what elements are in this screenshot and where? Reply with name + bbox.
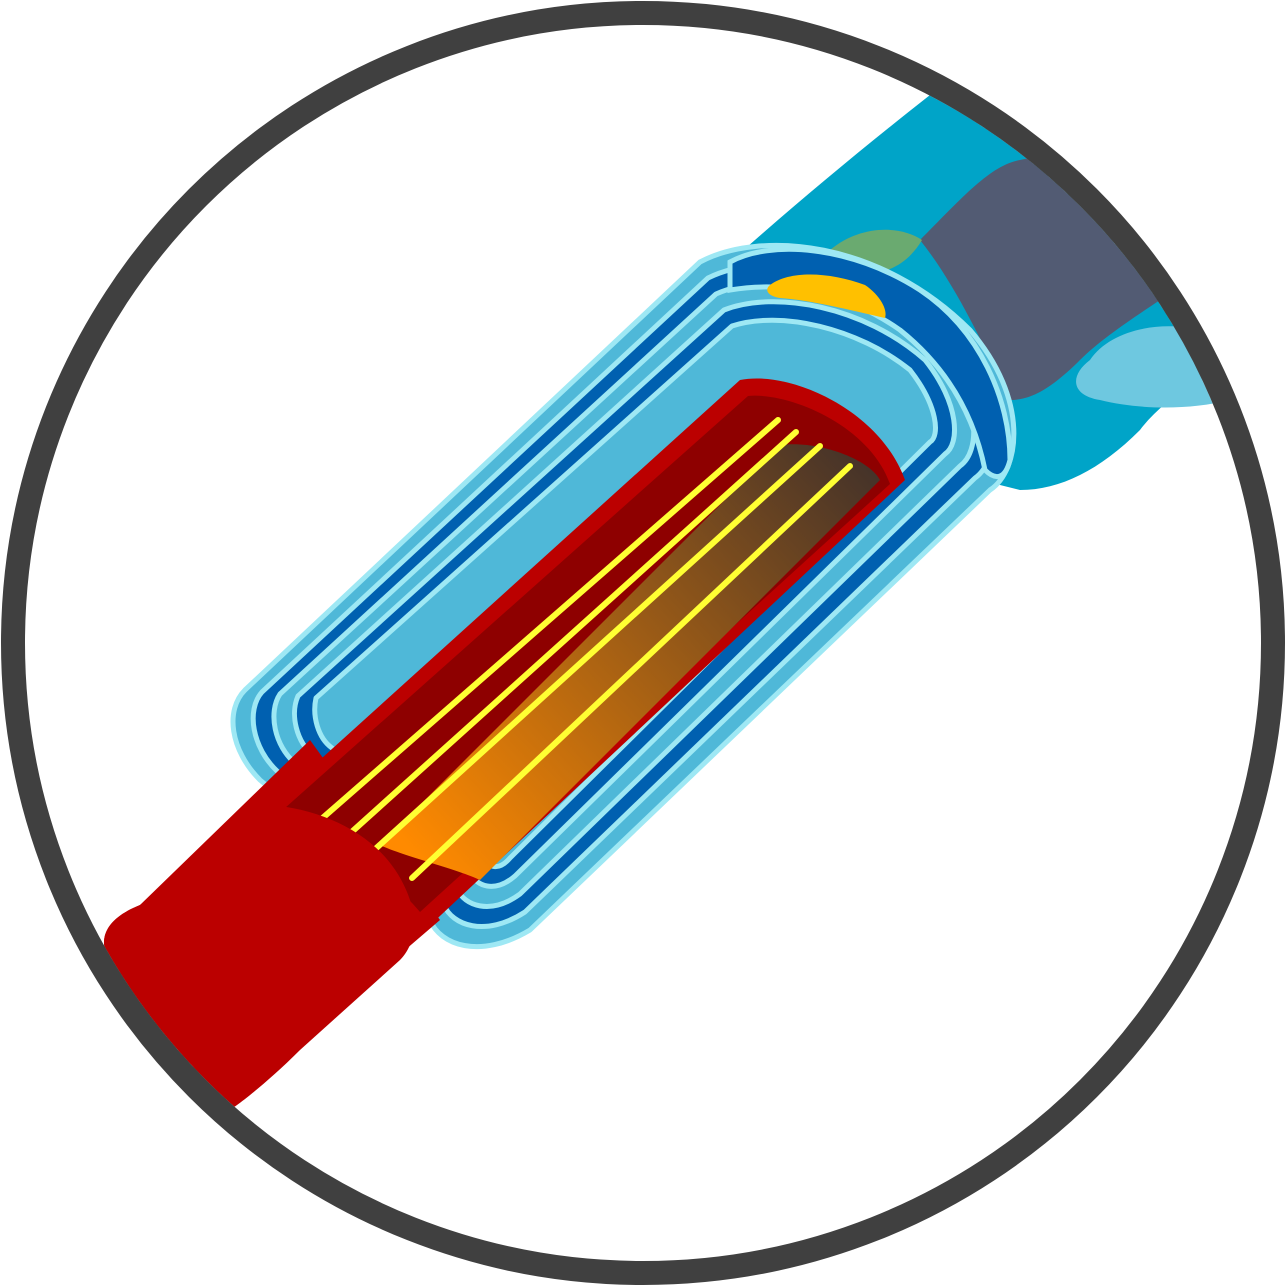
- axon-cap: [104, 805, 415, 1110]
- neurofilament-4: [409, 463, 853, 881]
- neurofilament-3: [369, 443, 823, 855]
- neurofilament-2: [342, 429, 799, 841]
- schwann-cell-nucleus: [767, 274, 886, 318]
- illustration-group: [104, 95, 1261, 1110]
- neurofilaments: [315, 417, 853, 881]
- neurofilament-1: [315, 417, 781, 825]
